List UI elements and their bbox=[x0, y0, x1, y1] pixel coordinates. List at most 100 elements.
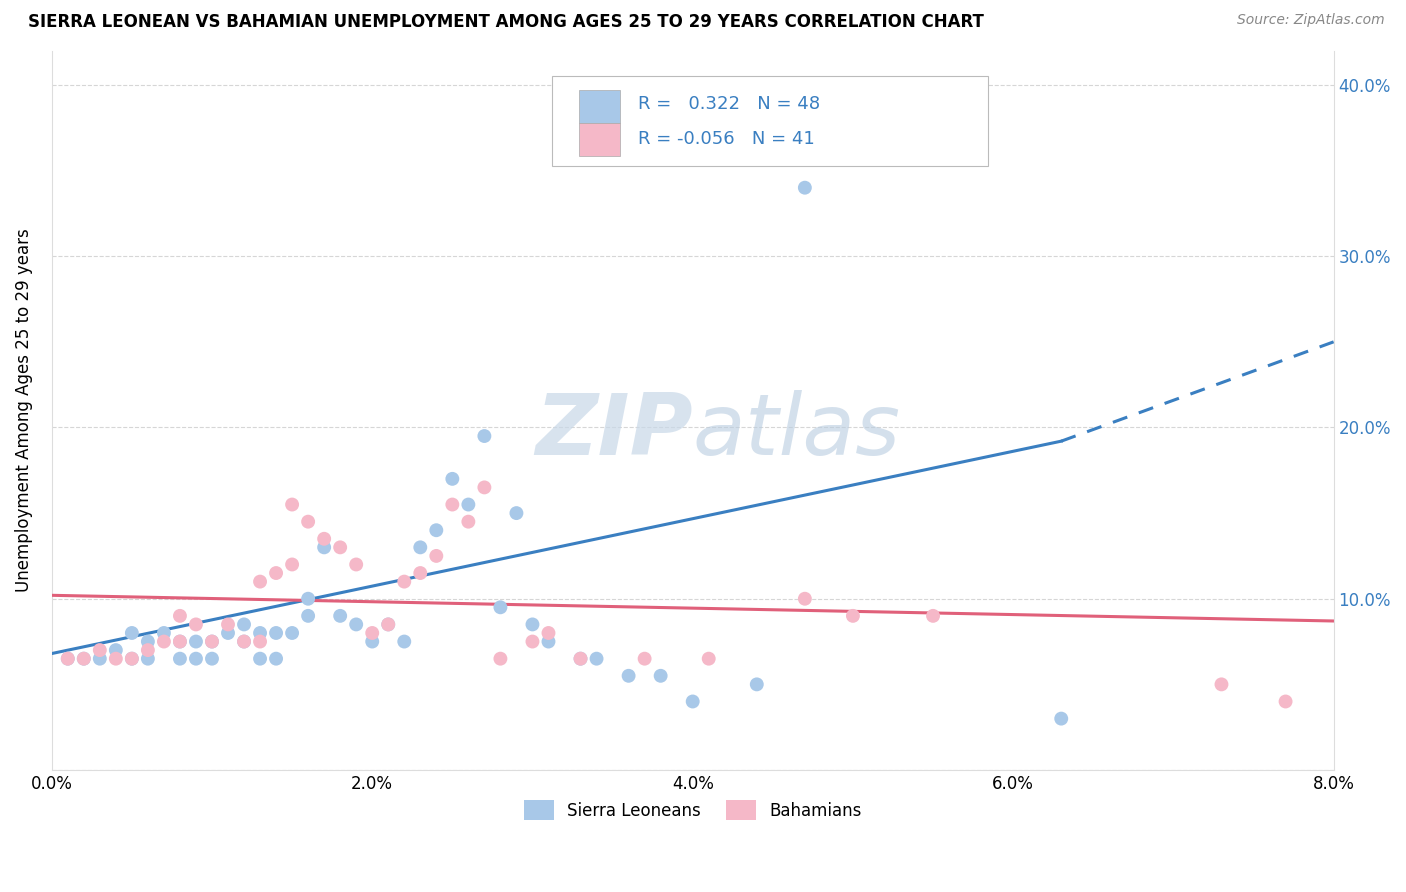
Point bbox=[522, 617, 544, 632]
Point bbox=[441, 498, 464, 512]
Point bbox=[184, 651, 207, 665]
Point bbox=[489, 651, 512, 665]
Point bbox=[233, 634, 256, 648]
Point bbox=[89, 643, 111, 657]
Point bbox=[104, 651, 127, 665]
Point bbox=[264, 566, 287, 580]
Text: ZIP: ZIP bbox=[536, 391, 693, 474]
Point bbox=[633, 651, 655, 665]
Point bbox=[73, 651, 96, 665]
Text: SIERRA LEONEAN VS BAHAMIAN UNEMPLOYMENT AMONG AGES 25 TO 29 YEARS CORRELATION CH: SIERRA LEONEAN VS BAHAMIAN UNEMPLOYMENT … bbox=[28, 13, 984, 31]
Text: atlas: atlas bbox=[693, 391, 901, 474]
Point bbox=[457, 498, 479, 512]
Point bbox=[136, 643, 159, 657]
Point bbox=[56, 651, 79, 665]
Point bbox=[377, 617, 399, 632]
Point bbox=[842, 608, 865, 623]
Point bbox=[249, 626, 271, 640]
Legend: Sierra Leoneans, Bahamians: Sierra Leoneans, Bahamians bbox=[517, 794, 869, 826]
Point bbox=[505, 506, 527, 520]
Point bbox=[344, 617, 367, 632]
Point bbox=[1050, 712, 1073, 726]
Point bbox=[264, 651, 287, 665]
Point bbox=[201, 634, 224, 648]
Point bbox=[522, 634, 544, 648]
Text: Source: ZipAtlas.com: Source: ZipAtlas.com bbox=[1237, 13, 1385, 28]
Point bbox=[617, 669, 640, 683]
Point bbox=[585, 651, 607, 665]
Point bbox=[1274, 694, 1296, 708]
Point bbox=[650, 669, 672, 683]
Point bbox=[297, 591, 319, 606]
Point bbox=[264, 626, 287, 640]
Point bbox=[329, 608, 352, 623]
Point bbox=[169, 634, 191, 648]
Point bbox=[409, 541, 432, 555]
Point bbox=[184, 634, 207, 648]
Point bbox=[425, 549, 447, 563]
Point bbox=[745, 677, 768, 691]
FancyBboxPatch shape bbox=[579, 89, 620, 122]
Text: R =   0.322   N = 48: R = 0.322 N = 48 bbox=[637, 95, 820, 113]
Point bbox=[409, 566, 432, 580]
Point bbox=[314, 532, 336, 546]
Point bbox=[153, 626, 176, 640]
Point bbox=[377, 617, 399, 632]
Point bbox=[697, 651, 720, 665]
Point bbox=[169, 608, 191, 623]
Point bbox=[682, 694, 704, 708]
Point bbox=[217, 617, 239, 632]
Point bbox=[344, 558, 367, 572]
Point bbox=[121, 651, 143, 665]
Point bbox=[121, 651, 143, 665]
Point bbox=[474, 429, 496, 443]
Point bbox=[489, 600, 512, 615]
Point bbox=[569, 651, 592, 665]
Point bbox=[281, 558, 304, 572]
Point bbox=[394, 574, 416, 589]
Point bbox=[441, 472, 464, 486]
Point bbox=[184, 617, 207, 632]
Point bbox=[297, 608, 319, 623]
Point bbox=[361, 634, 384, 648]
Point bbox=[201, 634, 224, 648]
Point bbox=[329, 541, 352, 555]
Point bbox=[281, 498, 304, 512]
Point bbox=[793, 180, 815, 194]
Point bbox=[537, 634, 560, 648]
Point bbox=[217, 626, 239, 640]
FancyBboxPatch shape bbox=[551, 76, 987, 166]
Point bbox=[793, 591, 815, 606]
Point bbox=[169, 634, 191, 648]
Point bbox=[569, 651, 592, 665]
Text: R = -0.056   N = 41: R = -0.056 N = 41 bbox=[637, 130, 814, 148]
Point bbox=[537, 626, 560, 640]
Point bbox=[89, 651, 111, 665]
Point bbox=[233, 617, 256, 632]
Point bbox=[361, 626, 384, 640]
Point bbox=[314, 541, 336, 555]
Point bbox=[104, 643, 127, 657]
Point bbox=[249, 651, 271, 665]
Point bbox=[457, 515, 479, 529]
Point bbox=[922, 608, 945, 623]
Point bbox=[249, 634, 271, 648]
Point bbox=[136, 651, 159, 665]
Point bbox=[1211, 677, 1233, 691]
Y-axis label: Unemployment Among Ages 25 to 29 years: Unemployment Among Ages 25 to 29 years bbox=[15, 228, 32, 592]
Point bbox=[153, 634, 176, 648]
FancyBboxPatch shape bbox=[579, 123, 620, 156]
Point bbox=[121, 626, 143, 640]
Point bbox=[297, 515, 319, 529]
Point bbox=[169, 651, 191, 665]
Point bbox=[474, 480, 496, 494]
Point bbox=[394, 634, 416, 648]
Point bbox=[233, 634, 256, 648]
Point bbox=[425, 523, 447, 537]
Point bbox=[281, 626, 304, 640]
Point bbox=[73, 651, 96, 665]
Point bbox=[136, 634, 159, 648]
Point bbox=[56, 651, 79, 665]
Point bbox=[249, 574, 271, 589]
Point bbox=[201, 651, 224, 665]
